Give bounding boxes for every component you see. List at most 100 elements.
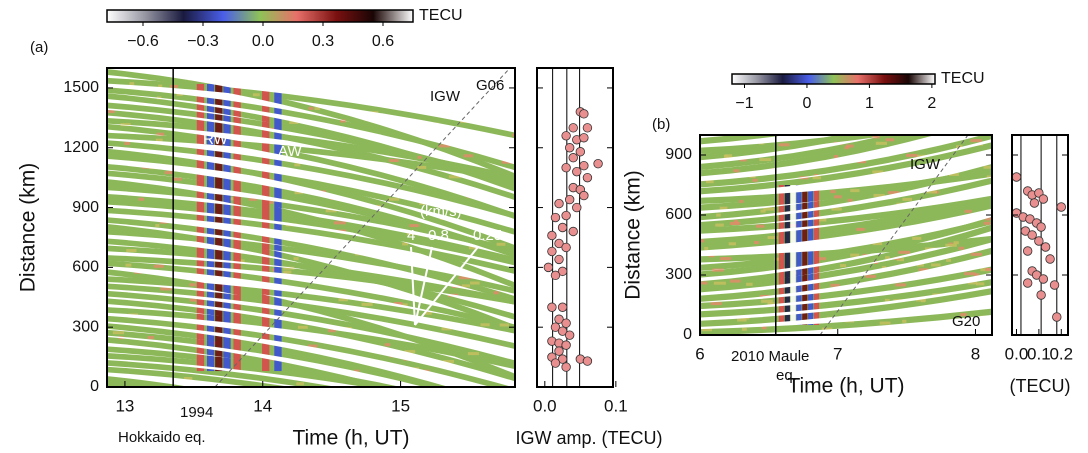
speckle (752, 178, 758, 182)
velocity-label: 0.25 (473, 227, 502, 244)
speckle (441, 327, 452, 331)
speckle (875, 141, 887, 145)
speckle (822, 185, 831, 189)
speckle (248, 197, 257, 201)
point (561, 340, 571, 350)
speckle (460, 327, 466, 331)
wave-stripe (790, 185, 796, 325)
speckle (758, 141, 765, 145)
speckle (513, 138, 523, 142)
plot-frame (1011, 134, 1069, 336)
speckle (359, 298, 365, 302)
speckle (459, 119, 471, 123)
speckle (771, 168, 779, 172)
speckle (493, 291, 499, 295)
speckle (830, 190, 836, 194)
speckle (361, 302, 373, 306)
speckle (141, 165, 151, 169)
speckle (833, 195, 842, 199)
igw-line (214, 67, 511, 388)
speckle (187, 145, 196, 149)
speckle (845, 144, 854, 148)
speckle (384, 343, 391, 347)
point (1029, 198, 1040, 208)
speckle (761, 299, 773, 303)
x-axis-label: Time (h, UT) (292, 427, 409, 450)
point (550, 270, 561, 281)
speckle (830, 283, 840, 287)
speckle (293, 257, 299, 261)
speckle (442, 360, 455, 364)
speckle (986, 175, 993, 179)
speckle (967, 281, 978, 285)
speckle (388, 197, 400, 201)
speckle (833, 141, 843, 145)
speckle (884, 298, 890, 302)
speckle (406, 174, 417, 178)
colorbar-tick-label: 0.3 (312, 33, 334, 50)
velocity-label: 4 (407, 227, 415, 244)
point (554, 254, 564, 265)
speckle (862, 253, 867, 257)
speckle (881, 266, 887, 270)
speckle (126, 249, 137, 253)
speckle (708, 254, 715, 258)
point (1049, 280, 1060, 290)
point (572, 202, 582, 213)
speckle (155, 224, 160, 228)
speckle (404, 350, 416, 354)
x-tick-label: 15 (391, 396, 410, 415)
speckle (144, 270, 152, 274)
speckle (906, 153, 918, 157)
speckle (715, 223, 724, 227)
speckle (895, 283, 906, 287)
colorbar-label: TECU (419, 7, 463, 24)
speckle (189, 298, 197, 302)
point (561, 242, 571, 253)
speckle (364, 118, 377, 122)
speckle (160, 287, 172, 291)
speckle (960, 313, 967, 317)
speckle (344, 371, 351, 375)
speckle (885, 256, 890, 260)
speckle (438, 144, 450, 148)
speckle (325, 209, 337, 213)
point (579, 160, 589, 171)
speckle (970, 252, 982, 256)
speckle (124, 141, 130, 145)
speckle (724, 154, 733, 158)
speckle (417, 155, 422, 159)
speckle (739, 158, 747, 162)
speckle (413, 76, 420, 80)
wave-stripe (223, 83, 231, 372)
speckle (294, 191, 303, 195)
point (1045, 254, 1055, 264)
point (1034, 236, 1044, 246)
speckle (362, 73, 374, 77)
speckle (872, 135, 880, 139)
speckle (764, 138, 770, 142)
point (564, 330, 575, 340)
speckle (447, 293, 459, 297)
speckle (473, 330, 481, 334)
speckle (466, 143, 474, 147)
speckle (879, 321, 891, 325)
speckle (389, 354, 396, 358)
speckle (107, 110, 115, 114)
speckle (931, 173, 941, 177)
speckle (844, 146, 850, 150)
y-tick-label: 300 (72, 318, 99, 335)
panel-label: (a) (30, 39, 48, 56)
speckle (839, 264, 847, 268)
point (561, 362, 571, 372)
speckle (958, 246, 964, 250)
point (593, 158, 603, 169)
speckle (403, 357, 415, 361)
speckle (749, 174, 756, 178)
speckle (389, 159, 399, 163)
tec-arcs (700, 135, 1001, 336)
speckle (296, 382, 304, 386)
speckle (112, 331, 125, 335)
speckle (918, 268, 929, 272)
point (579, 190, 589, 201)
